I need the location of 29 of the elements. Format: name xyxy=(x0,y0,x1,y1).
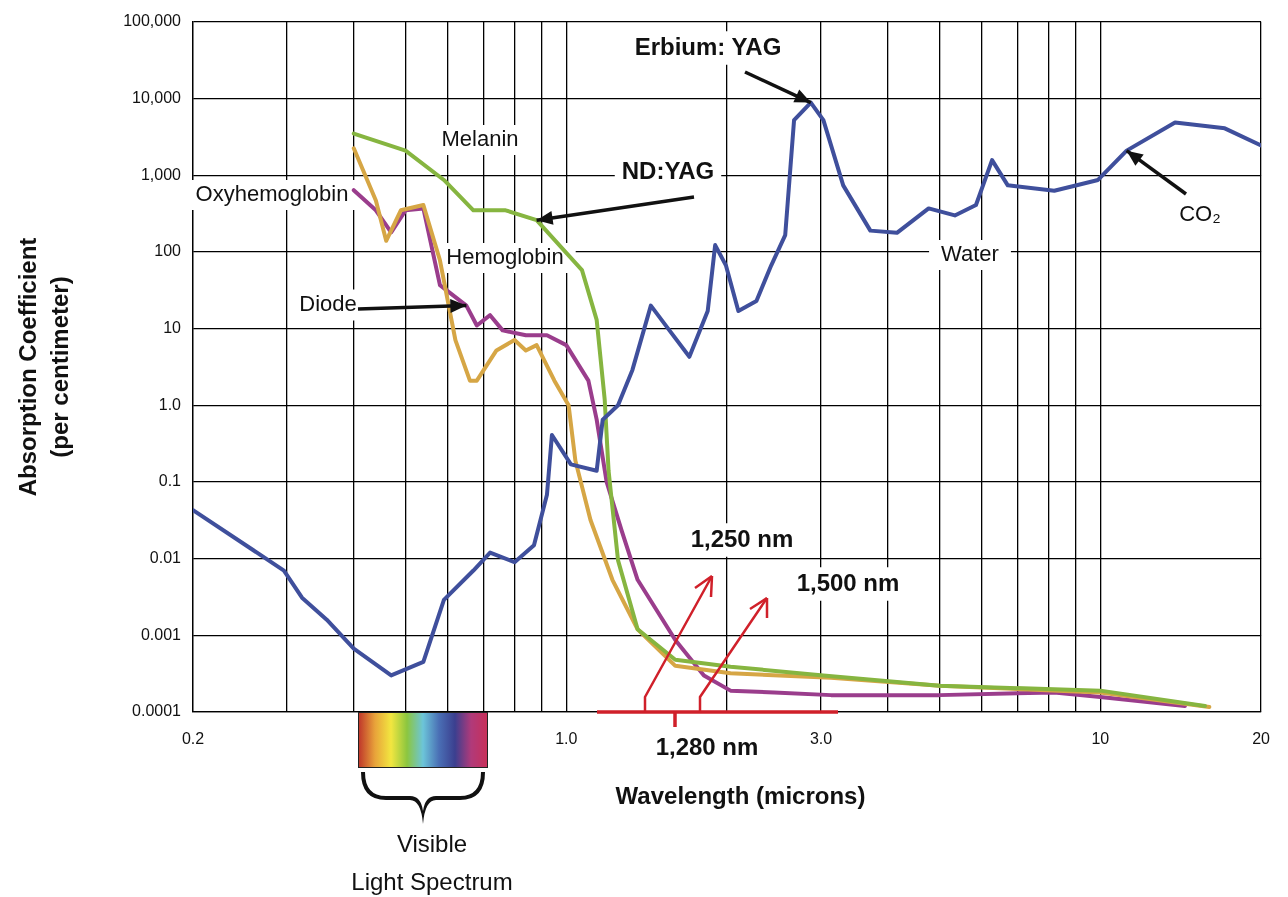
y-tick-label: 0.001 xyxy=(140,625,182,643)
y-tick-label: 0.1 xyxy=(158,472,182,490)
series-label: Melanin xyxy=(441,126,519,152)
text: 1,280 nm xyxy=(655,732,759,760)
x-tick-label: 0.2 xyxy=(181,730,205,748)
x-tick-label: 20 xyxy=(1252,730,1271,748)
y-tick-label: 0.0001 xyxy=(132,702,182,720)
series-label: Hemoglobin xyxy=(446,244,564,270)
y-tick-label: 10 xyxy=(163,319,182,337)
series-label: Oxyhemoglobin xyxy=(195,181,349,207)
annotation: Erbium: YAG xyxy=(634,32,782,60)
y-tick-label: 100,000 xyxy=(123,12,182,30)
annotation: 1,500 nm xyxy=(796,568,900,596)
annotation: 1,250 nm xyxy=(690,524,794,552)
annotation: CO₂ xyxy=(1179,201,1221,227)
annotation: ND:YAG xyxy=(621,156,715,184)
y-tick-label: 10,000 xyxy=(132,89,182,107)
series-label: Water xyxy=(941,241,999,267)
y-tick-label: 0.01 xyxy=(149,549,182,567)
x-tick-label: 10 xyxy=(1091,730,1110,748)
y-tick-label: 1.0 xyxy=(158,395,182,413)
x-tick-label: 3.0 xyxy=(809,730,833,748)
y-tick-label: 1,000 xyxy=(140,165,182,183)
x-tick-label: 1.0 xyxy=(555,730,578,748)
x-axis-title: Wavelength (microns) xyxy=(615,781,866,809)
y-tick-label: 100 xyxy=(154,242,182,260)
text: Visible Light Spectrum xyxy=(351,829,513,895)
y-axis-title: Absorption Coefficient (per centimeter) xyxy=(13,237,73,497)
annotation: Diode xyxy=(299,291,357,317)
